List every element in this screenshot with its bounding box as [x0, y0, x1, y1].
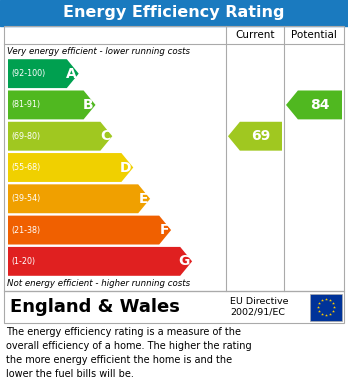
Bar [4, 26, 344, 291]
Text: (92-100): (92-100) [11, 69, 45, 78]
Text: 69: 69 [251, 129, 270, 143]
Text: (69-80): (69-80) [11, 132, 40, 141]
Text: C: C [100, 129, 110, 143]
Text: G: G [179, 255, 190, 268]
Text: A: A [66, 66, 77, 81]
Text: Energy Efficiency Rating: Energy Efficiency Rating [63, 5, 285, 20]
Polygon shape [8, 90, 95, 119]
Text: The energy efficiency rating is a measure of the
overall efficiency of a home. T: The energy efficiency rating is a measur… [6, 327, 252, 379]
Text: Very energy efficient - lower running costs: Very energy efficient - lower running co… [7, 47, 190, 56]
Text: 84: 84 [310, 98, 330, 112]
Text: (1-20): (1-20) [11, 257, 35, 266]
Text: D: D [120, 160, 131, 174]
Polygon shape [8, 184, 150, 213]
Polygon shape [286, 90, 342, 119]
Text: Potential: Potential [291, 30, 337, 40]
Polygon shape [8, 59, 79, 88]
Text: (81-91): (81-91) [11, 100, 40, 109]
Text: (55-68): (55-68) [11, 163, 40, 172]
Bar [0, 0, 348, 26]
Polygon shape [8, 247, 192, 276]
Text: EU Directive
2002/91/EC: EU Directive 2002/91/EC [230, 297, 288, 317]
Bar [310, 294, 342, 321]
Polygon shape [8, 122, 112, 151]
Text: Not energy efficient - higher running costs: Not energy efficient - higher running co… [7, 279, 190, 288]
Text: Current: Current [235, 30, 275, 40]
Text: England & Wales: England & Wales [10, 298, 180, 316]
Text: (39-54): (39-54) [11, 194, 40, 203]
Text: B: B [83, 98, 94, 112]
Bar [4, 291, 344, 323]
Polygon shape [8, 215, 171, 244]
Polygon shape [8, 153, 133, 182]
Text: F: F [160, 223, 169, 237]
Text: (21-38): (21-38) [11, 226, 40, 235]
Text: E: E [139, 192, 148, 206]
Polygon shape [228, 122, 282, 151]
